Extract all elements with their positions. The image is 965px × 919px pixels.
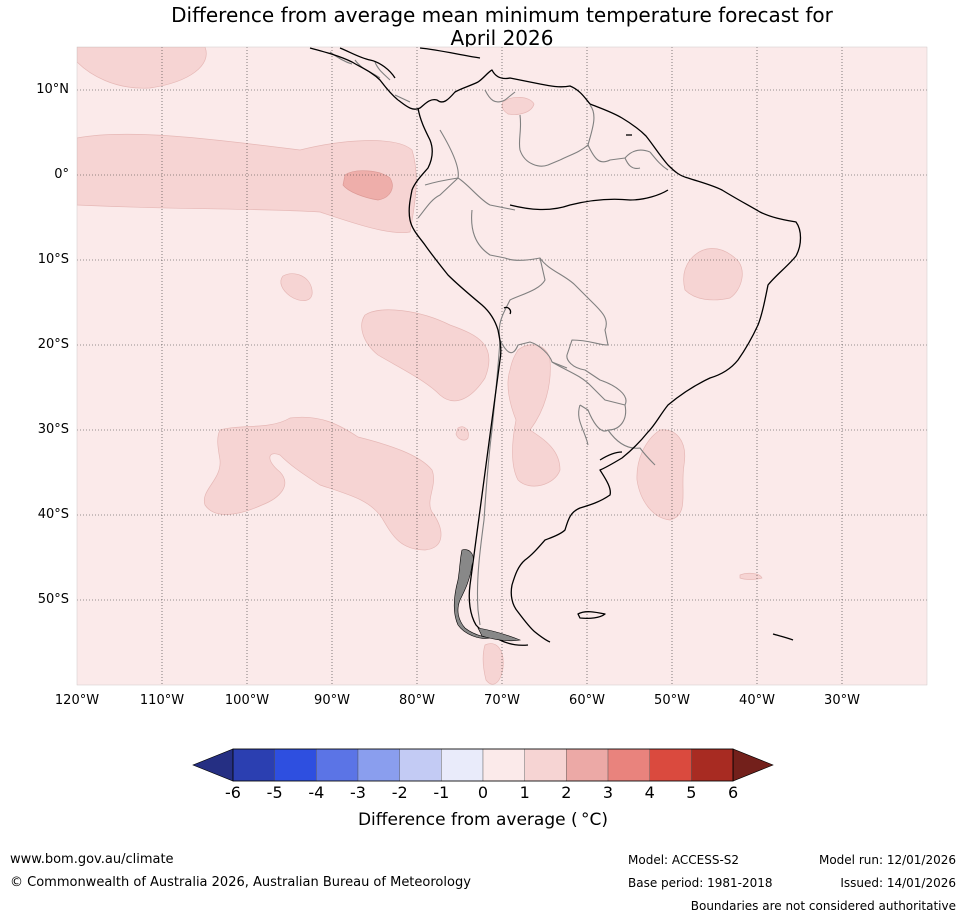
graticule	[77, 47, 927, 685]
colorbar-segment	[566, 748, 609, 782]
lon-label-80w: 80°W	[399, 693, 435, 708]
lon-label-70w: 70°W	[484, 693, 520, 708]
colorbar-tick-label: 5	[686, 783, 697, 802]
colorbar	[192, 748, 774, 782]
anomaly-regions	[77, 47, 763, 685]
lon-label-90w: 90°W	[314, 693, 350, 708]
colorbar-segment	[482, 748, 525, 782]
chart-title-line1: Difference from average mean minimum tem…	[171, 3, 833, 27]
anomaly-region-nw-corner	[77, 47, 207, 89]
colorbar-tick-label: 2	[561, 783, 572, 802]
south-georgia	[772, 633, 794, 641]
colorbar-title: Difference from average ( °C)	[357, 810, 609, 830]
pacific-coast	[408, 107, 529, 646]
colorbar-outline	[232, 748, 734, 782]
colorbar-tick-label: 6	[727, 783, 739, 802]
colorbar-segment	[274, 748, 317, 782]
anomaly-region-se-pacific-north	[361, 309, 490, 401]
lon-label-30w: 30°W	[824, 693, 860, 708]
river-plate	[599, 451, 623, 461]
footer-website: www.bom.gov.au/climate	[10, 852, 174, 867]
footer-disclaimer: Boundaries are not considered authoritat…	[690, 899, 956, 913]
footer-model-run: Model run: 12/01/2026	[818, 853, 956, 867]
colorbar-segment	[232, 748, 275, 782]
chile-islands	[453, 549, 522, 642]
colorbar-tick-label: -2	[391, 783, 408, 802]
footer-base-period: Base period: 1981-2018	[628, 876, 773, 890]
falklands	[577, 611, 606, 620]
lat-label-10s: 10°S	[37, 252, 69, 267]
colorbar-tick-label: -5	[266, 783, 283, 802]
lon-label-120w: 120°W	[54, 693, 100, 708]
anomaly-region-bolivia-argentina	[507, 344, 561, 487]
colorbar-segment	[357, 748, 400, 782]
lat-label-0: 0°	[54, 167, 69, 182]
anomaly-region-small-38s	[455, 426, 469, 441]
footer-issued: Issued: 14/01/2026	[840, 876, 956, 890]
colorbar-segment	[441, 748, 484, 782]
colorbar-segment	[691, 748, 734, 782]
lon-label-110w: 110°W	[139, 693, 185, 708]
anomaly-region-atlantic-small	[739, 572, 763, 580]
colorbar-arrow-high	[732, 748, 774, 782]
colorbar-tick-label: 3	[602, 783, 614, 802]
central-america-north	[339, 47, 396, 79]
map-frame	[76, 46, 928, 686]
anomaly-region-caribbean	[501, 97, 535, 115]
footer-copyright: © Commonwealth of Australia 2026, Austra…	[10, 875, 471, 890]
anomaly-region-uruguay-coast	[636, 429, 686, 521]
lat-label-10n: 10°N	[36, 82, 69, 97]
colorbar-tick-label: -1	[433, 783, 450, 802]
anomaly-region-strong	[342, 170, 393, 201]
colorbar-segment	[607, 748, 650, 782]
lat-label-20s: 20°S	[37, 337, 69, 352]
colorbar-tick-label: -4	[308, 783, 325, 802]
south-america-coast	[397, 69, 802, 643]
colorbar-arrow-low	[192, 748, 234, 782]
lat-label-40s: 40°S	[37, 507, 69, 522]
colorbar-tick-label: 1	[519, 783, 530, 802]
colorbar-segment	[399, 748, 442, 782]
chart-title-line2: April 2026	[450, 26, 554, 50]
anomaly-region-andes-south	[482, 643, 504, 685]
central-america-coast	[309, 47, 399, 101]
lake-titicaca	[503, 306, 512, 315]
chart-title: Difference from average mean minimum tem…	[77, 4, 927, 50]
caribbean-coast	[419, 47, 481, 59]
colorbar-segment	[524, 748, 567, 782]
lon-label-50w: 50°W	[654, 693, 690, 708]
colorbar-tick-label: 4	[644, 783, 655, 802]
amazon-river	[509, 189, 669, 211]
colorbar-tick-label: -6	[225, 783, 241, 802]
colorbar-tick-label: -3	[350, 783, 366, 802]
lat-label-50s: 50°S	[37, 592, 69, 607]
lon-label-60w: 60°W	[569, 693, 605, 708]
country-borders	[329, 51, 669, 626]
lat-label-30s: 30°S	[37, 422, 69, 437]
colorbar-tick-label: 0	[477, 783, 489, 802]
colorbar-segment	[649, 748, 692, 782]
coastlines	[309, 47, 802, 646]
anomaly-region-small-pacific	[280, 273, 313, 301]
anomaly-region-eastern-brazil	[683, 248, 743, 301]
lon-label-40w: 40°W	[739, 693, 775, 708]
lon-label-100w: 100°W	[224, 693, 270, 708]
colorbar-segment	[316, 748, 359, 782]
anomaly-region-se-pacific-south	[203, 416, 442, 551]
footer-model: Model: ACCESS-S2	[628, 853, 740, 867]
